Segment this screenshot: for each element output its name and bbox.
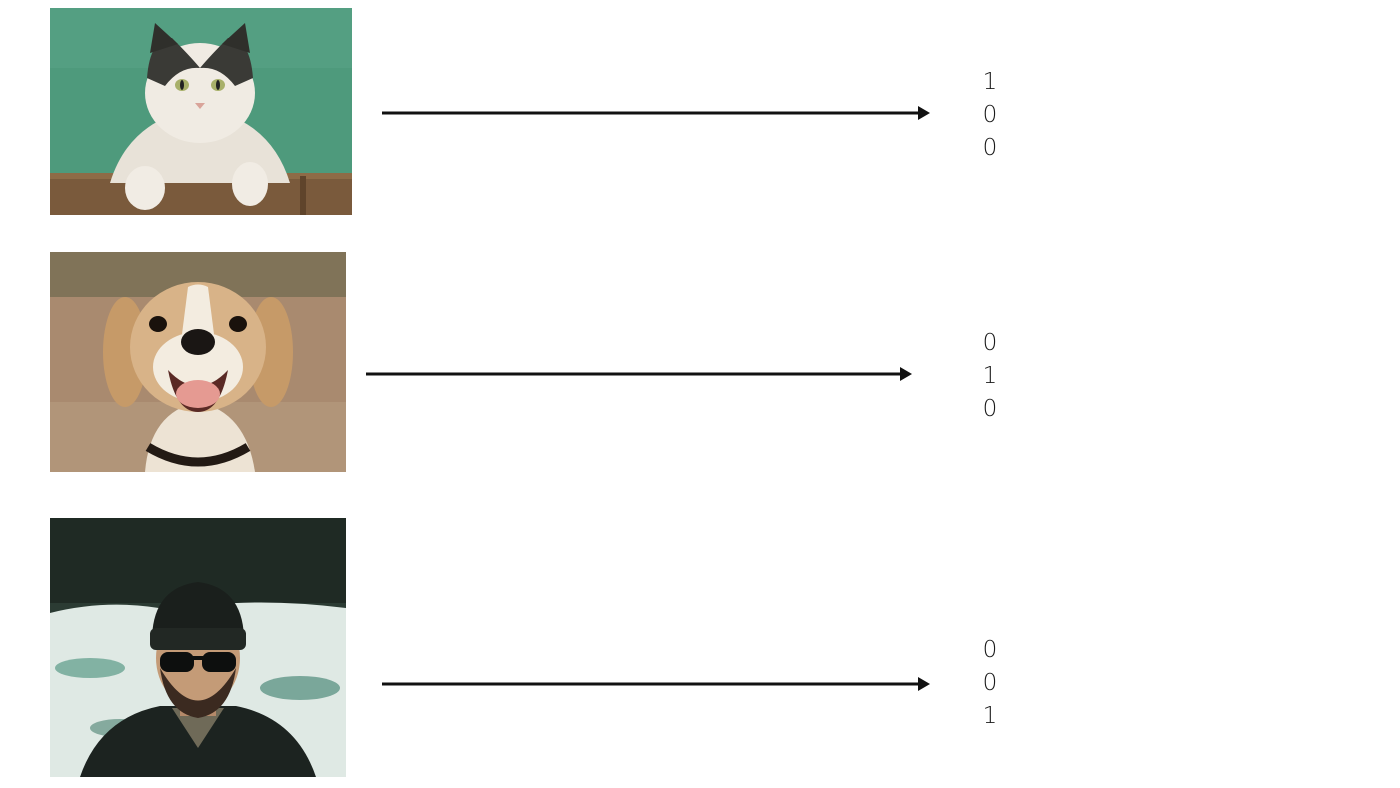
cat-one-hot-vector: 1 0 0	[970, 66, 1010, 165]
person-arrow	[382, 677, 930, 691]
vector-value: 0	[982, 330, 998, 356]
dog-photo	[50, 252, 346, 472]
vector-value: 1	[982, 363, 998, 389]
vector-value: 0	[982, 637, 998, 663]
dog-arrow	[366, 367, 912, 381]
vector-value: 0	[982, 396, 998, 422]
person-one-hot-vector: 0 0 1	[970, 634, 1010, 733]
person-photo	[50, 518, 346, 777]
cat-photo	[50, 8, 352, 215]
vector-value: 0	[982, 670, 998, 696]
dog-one-hot-vector: 0 1 0	[970, 327, 1010, 426]
vector-value: 0	[982, 102, 998, 128]
vector-value: 1	[982, 69, 998, 95]
cat-arrow	[382, 106, 930, 120]
vector-value: 1	[982, 703, 998, 729]
vector-value: 0	[982, 135, 998, 161]
